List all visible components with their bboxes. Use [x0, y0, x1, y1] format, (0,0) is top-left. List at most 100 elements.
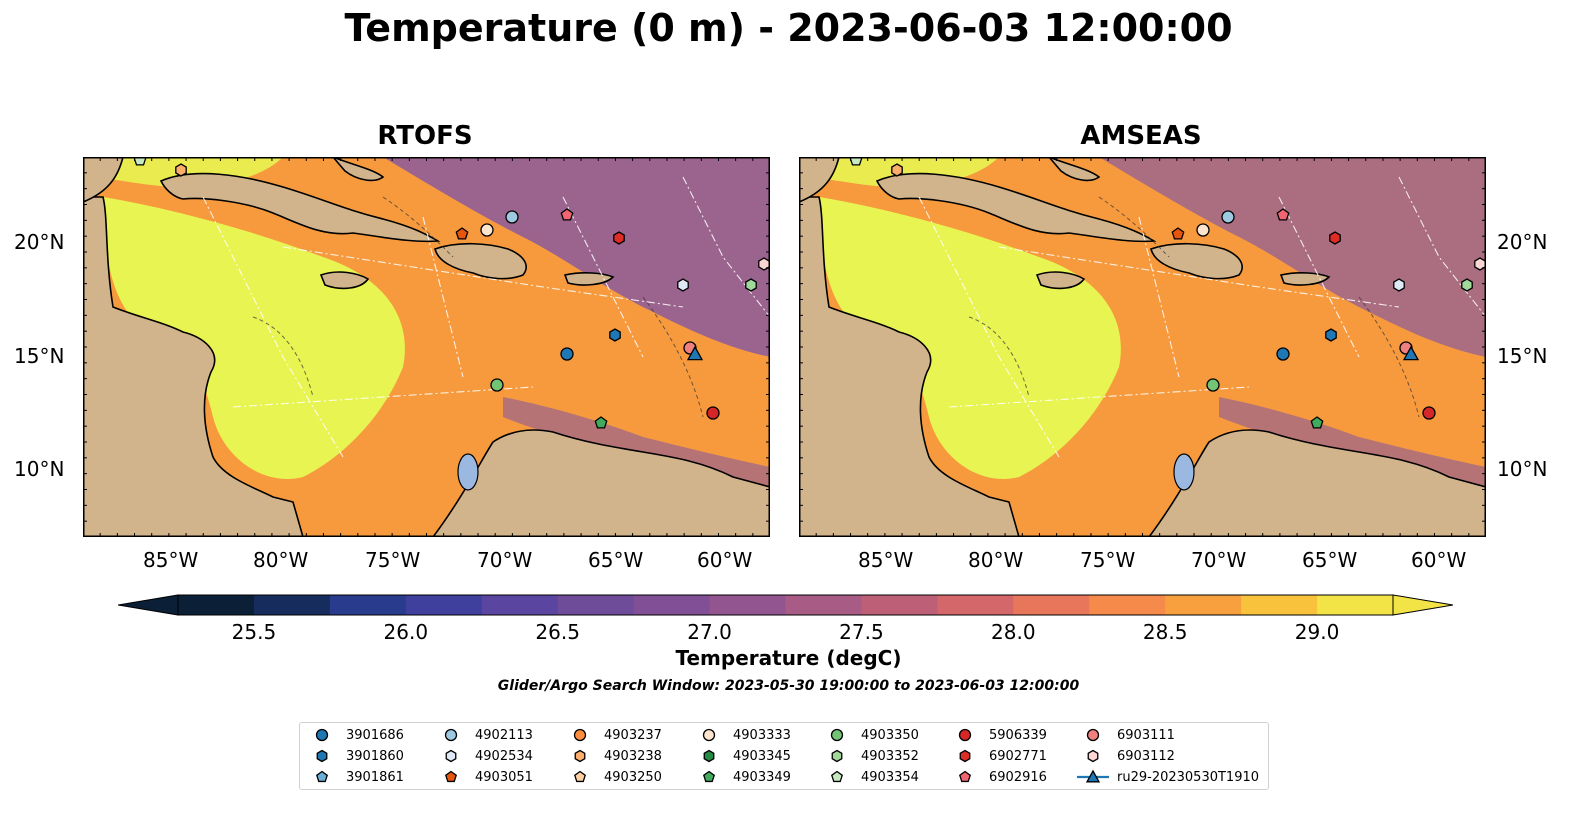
lat-label-10n-right: 10°N: [1497, 457, 1548, 481]
pentagon-marker-icon: [574, 770, 586, 783]
circle-marker-icon: [1086, 728, 1100, 742]
float-marker: [1325, 328, 1337, 342]
legend: 3901686 3901860 3901861 4902113 4902534 49030…: [299, 722, 1269, 790]
legend-item: 3901686: [304, 725, 404, 745]
legend-label: 6903111: [1117, 727, 1175, 743]
legend-label: 4903350: [861, 727, 919, 743]
float-marker: [1276, 208, 1290, 221]
eez-boundary: [1398, 176, 1486, 318]
eez-boundary: [1278, 196, 1360, 358]
float-marker: [480, 223, 494, 237]
float-marker: [1171, 227, 1185, 240]
legend-label: 5906339: [989, 727, 1047, 743]
eez-boundary: [682, 176, 770, 318]
land-jamaica: [1035, 271, 1086, 290]
lake-maracaibo: [457, 453, 479, 491]
lon-label-60w: 60°W: [1411, 548, 1467, 572]
pentagon-marker-icon: [316, 770, 328, 783]
legend-label: 6902771: [989, 748, 1047, 764]
colorbar-segment: [861, 595, 938, 615]
circle-marker-icon: [958, 728, 972, 742]
bathymetry-contour: [382, 196, 454, 258]
circle-marker-icon: [573, 728, 587, 742]
eez-boundary: [282, 246, 684, 308]
colorbar-segment: [253, 595, 331, 615]
land-puerto-rico: [1279, 272, 1331, 286]
land-south-america: [432, 429, 770, 537]
legend-item: ru29-20230530T1910: [1075, 767, 1259, 787]
legend-item: 6902916: [947, 767, 1047, 787]
lat-label-15n-left: 15°N: [14, 344, 65, 368]
land-hispaniola: [1150, 242, 1243, 280]
legend-label: 4903051: [475, 769, 533, 785]
colorbar-tick-label: 27.0: [687, 620, 732, 644]
legend-label: 3901860: [346, 748, 404, 764]
pentagon-marker-icon: [959, 770, 971, 783]
figure-title: Temperature (0 m) - 2023-06-03 12:00:00: [344, 6, 1233, 50]
hexagon-icon: [959, 749, 971, 763]
map-rtofs: [82, 156, 770, 537]
lon-label-70w: 70°W: [1191, 548, 1247, 572]
float-marker: [1422, 406, 1436, 420]
float-marker: [745, 278, 757, 292]
warm-water-region: [819, 197, 1121, 479]
legend-item: 4903345: [691, 746, 791, 766]
colorbar-frame: [177, 594, 1394, 616]
legend-item: 4903354: [819, 767, 919, 787]
bathymetry-contour: [642, 296, 704, 418]
hexagon-icon: [316, 749, 328, 763]
eez-boundary: [202, 196, 344, 458]
float-marker: [594, 416, 608, 429]
colorbar-segment: [481, 595, 559, 615]
float-marker: [175, 163, 187, 177]
triangle-line-marker-icon: [1077, 769, 1109, 783]
colorbar-segment: [1165, 595, 1242, 615]
glider-marker: [686, 345, 704, 361]
float-marker: [1206, 378, 1220, 392]
circle-marker-icon: [315, 728, 329, 742]
lon-label-80w: 80°W: [968, 548, 1024, 572]
lat-label-10n-left: 10°N: [14, 457, 65, 481]
colorbar-segment: [1013, 595, 1090, 615]
legend-item: 5906339: [947, 725, 1047, 745]
colorbar-segment: [785, 595, 862, 615]
legend-item: 4903250: [562, 767, 662, 787]
hexagon-icon: [574, 749, 586, 763]
float-marker: [1329, 231, 1341, 245]
legend-item: 4902534: [433, 746, 533, 766]
triangle-icon: [1085, 769, 1101, 783]
colorbar-segment: [557, 595, 635, 615]
colorbar-segment: [329, 595, 407, 615]
legend-label: 4903250: [604, 769, 662, 785]
map-amseas: [798, 156, 1486, 537]
eez-boundary: [948, 386, 1250, 408]
bathymetry-contour: [1098, 196, 1170, 258]
eez-boundary: [422, 216, 464, 378]
legend-label: 6902916: [989, 769, 1047, 785]
hexagon-marker-icon: [1087, 749, 1099, 763]
legend-item: 4903349: [691, 767, 791, 787]
legend-item: 3901860: [304, 746, 404, 766]
legend-item: 4903352: [819, 746, 919, 766]
lon-label-60w: 60°W: [697, 548, 753, 572]
colorbar-segment: [709, 595, 786, 615]
legend-item: 6902771: [947, 746, 1047, 766]
land-jamaica: [319, 271, 370, 290]
legend-label: 4902113: [475, 727, 533, 743]
hexagon-marker-icon: [445, 749, 457, 763]
legend-label: 3901861: [346, 769, 404, 785]
circle-marker-icon: [830, 728, 844, 742]
float-marker: [609, 328, 621, 342]
glider-marker: [1402, 345, 1420, 361]
legend-item: 4903051: [433, 767, 533, 787]
colorbar-tick-label: 25.5: [231, 620, 277, 644]
colorbar-tick-label: 28.0: [991, 620, 1036, 644]
colorbar-label: Temperature (degC): [675, 646, 902, 670]
land-bahamas: [332, 157, 385, 182]
land-south-america: [1148, 429, 1486, 537]
lake-maracaibo: [1173, 453, 1195, 491]
float-marker: [891, 163, 903, 177]
hexagon-marker-icon: [959, 749, 971, 763]
bathymetry-contour: [1358, 296, 1420, 418]
colorbar-tick-label: 29.0: [1294, 620, 1340, 644]
